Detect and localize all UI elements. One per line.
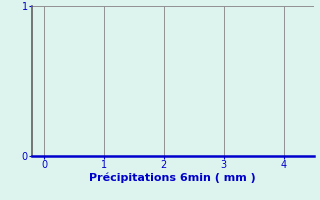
X-axis label: Précipitations 6min ( mm ): Précipitations 6min ( mm ): [89, 173, 256, 183]
